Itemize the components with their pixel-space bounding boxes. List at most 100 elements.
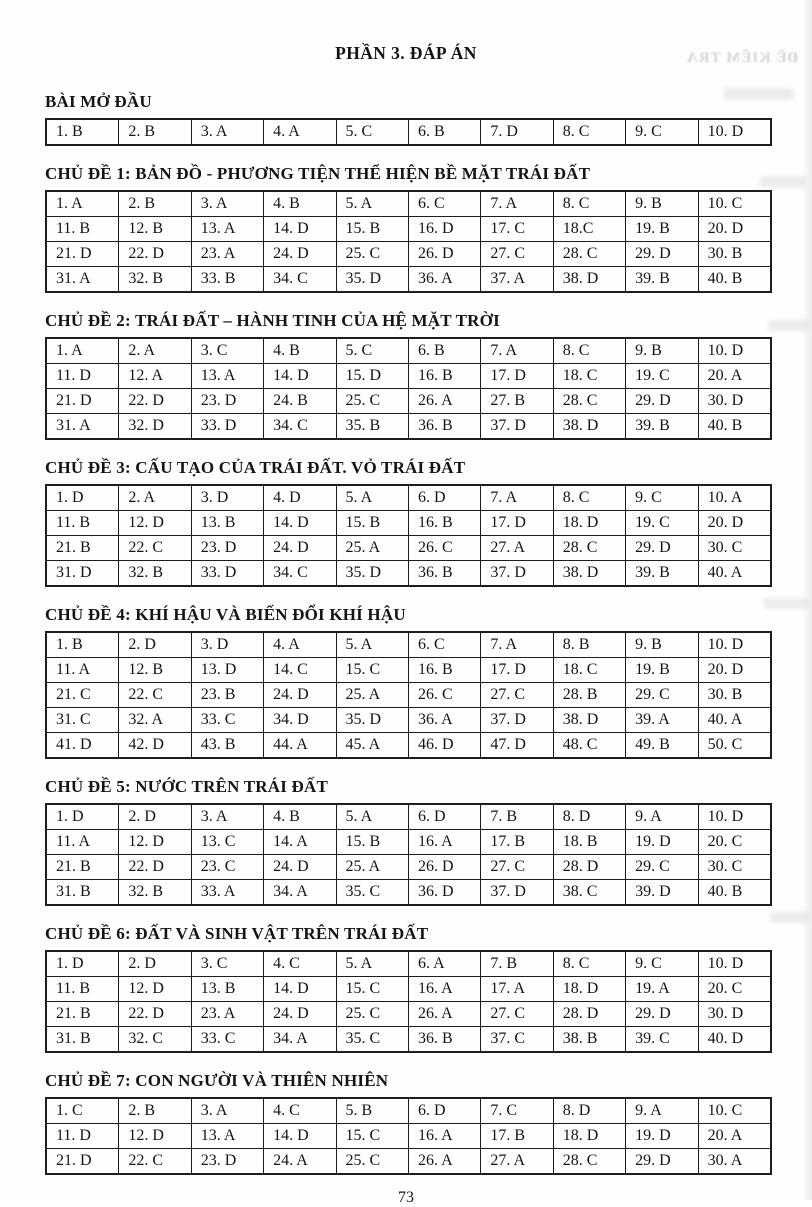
answer-cell: 41. D [45,732,120,759]
answer-cell: 13. D [190,657,265,683]
answer-cell: 17. B [480,829,554,855]
answer-cell: 34. D [263,707,337,733]
answer-cell: 42. D [118,732,192,759]
table-row: 21. B 22. D 23. C 24. D 25. A 26. D 27. C 28. D… [45,854,772,880]
answer-cell: 13. A [190,1123,265,1149]
section-heading: CHỦ ĐỀ 2: TRÁI ĐẤT – HÀNH TINH CỦA HỆ MẶ… [45,311,500,330]
answer-cell: 23. D [190,535,265,561]
answer-cell: 4. A [263,118,337,146]
table-row: 1. D 2. D 3. A 4. B 5. A 6. D 7. B 8. D 9. A 10. … [45,803,772,830]
answer-cell: 10. D [697,803,772,830]
answer-cell: 28. D [552,1001,627,1027]
answer-cell: 26. D [407,241,482,267]
answer-cell: 8. C [552,118,627,146]
answer-cell: 4. A [263,631,337,658]
answer-cell: 22. D [118,854,192,880]
answer-cell: 1. A [45,337,120,364]
answer-cell: 24. A [263,1148,337,1175]
bleedthrough-smudge [768,320,808,331]
answer-cell: 28. C [552,535,627,561]
answer-cell: 27. C [480,854,554,880]
answer-table: 1. B 2. B 3. A 4. A 5. C 6. B 7. D 8. C 9. C 10. … [45,118,772,146]
answer-cell: 30. D [697,388,772,414]
table-row: 11. B 12. D 13. B 14. D 15. B 16. B 17. D 18. D… [45,510,772,536]
answer-cell: 2. A [118,484,192,511]
answer-cell: 4. C [263,950,337,977]
answer-cell: 18. B [552,829,627,855]
answer-cell: 25. C [335,1001,409,1027]
answer-cell: 12. D [118,976,192,1002]
answer-cell: 37. A [480,266,554,293]
answer-cell: 7. A [480,631,554,658]
answer-table: 1. C 2. B 3. A 4. C 5. B 6. D 7. C 8. D 9. A 10. … [45,1097,772,1175]
answer-cell: 39. D [625,879,699,906]
answer-cell: 1. D [45,803,120,830]
answer-cell: 27. B [480,388,554,414]
answer-cell: 39. B [625,560,699,587]
answer-cell: 29. D [625,241,699,267]
answer-cell: 18. C [552,363,627,389]
answer-cell: 5. A [335,484,409,511]
answer-cell: 45. A [335,732,409,759]
answer-cell: 36. B [407,413,482,440]
answer-cell: 36. D [407,879,482,906]
answer-cell: 7. A [480,484,554,511]
table-row: 21. D 22. D 23. D 24. B 25. C 26. A 27. B 28. C… [45,388,772,414]
answer-cell: 38. B [552,1026,627,1053]
answer-cell: 33. B [190,266,265,293]
table-row: 11. D 12. D 13. A 14. D 15. C 16. A 17. B 18. D… [45,1123,772,1149]
section-heading: CHỦ ĐỀ 4: KHÍ HẬU VÀ BIẾN ĐỔI KHÍ HẬU [45,605,406,624]
answer-cell: 16. A [407,1123,482,1149]
answer-cell: 20. A [697,1123,772,1149]
answer-table: 1. A 2. A 3. C 4. B 5. C 6. B 7. A 8. C 9. B 10. … [45,337,772,440]
answer-cell: 29. D [625,1001,699,1027]
answer-cell: 6. B [407,337,482,364]
answer-cell: 3. D [190,631,265,658]
answer-cell: 12. D [118,1123,192,1149]
table-row: 1. D 2. D 3. C 4. C 5. A 6. A 7. B 8. C 9. C 10. … [45,950,772,977]
answer-cell: 22. D [118,1001,192,1027]
answer-cell: 30. C [697,535,772,561]
answer-cell: 10. D [697,631,772,658]
answer-cell: 32. A [118,707,192,733]
answer-cell: 5. B [335,1097,409,1124]
section-heading: CHỦ ĐỀ 7: CON NGƯỜI VÀ THIÊN NHIÊN [45,1071,389,1090]
answer-cell: 31. A [45,266,120,293]
answer-cell: 37. C [480,1026,554,1053]
answer-cell: 30. B [697,241,772,267]
answer-cell: 10. D [697,118,772,146]
answer-cell: 38. D [552,413,627,440]
answer-cell: 2. B [118,118,192,146]
answer-cell: 28. B [552,682,627,708]
answer-cell: 11. D [45,1123,120,1149]
answer-cell: 50. C [697,732,772,759]
answer-cell: 12. A [118,363,192,389]
answer-cell: 10. C [697,190,772,217]
answer-cell: 26. C [407,682,482,708]
answer-cell: 17. B [480,1123,554,1149]
answer-cell: 15. B [335,829,409,855]
answer-cell: 14. C [263,657,337,683]
answer-cell: 13. B [190,976,265,1002]
page-number: 73 [398,1189,414,1206]
answer-cell: 40. D [697,1026,772,1053]
answer-cell: 35. C [335,1026,409,1053]
answer-cell: 12. B [118,216,192,242]
answer-cell: 19. D [625,829,699,855]
answer-cell: 25. C [335,1148,409,1175]
answer-cell: 16. B [407,657,482,683]
answer-table: 1. B 2. D 3. D 4. A 5. A 6. C 7. A 8. B 9. B 10. … [45,631,772,759]
answer-cell: 31. A [45,413,120,440]
table-row: 21. B 22. D 23. A 24. D 25. C 26. A 27. C 28. D… [45,1001,772,1027]
answer-cell: 24. D [263,535,337,561]
answer-cell: 9. C [625,118,699,146]
answer-cell: 29. D [625,1148,699,1175]
answer-cell: 26. C [407,535,482,561]
answer-cell: 32. B [118,560,192,587]
answer-cell: 1. D [45,950,120,977]
answer-cell: 7. A [480,337,554,364]
answer-cell: 8. C [552,950,627,977]
answer-cell: 2. B [118,1097,192,1124]
answer-table: 1. D 2. D 3. A 4. B 5. A 6. D 7. B 8. D 9. A 10. … [45,803,772,906]
